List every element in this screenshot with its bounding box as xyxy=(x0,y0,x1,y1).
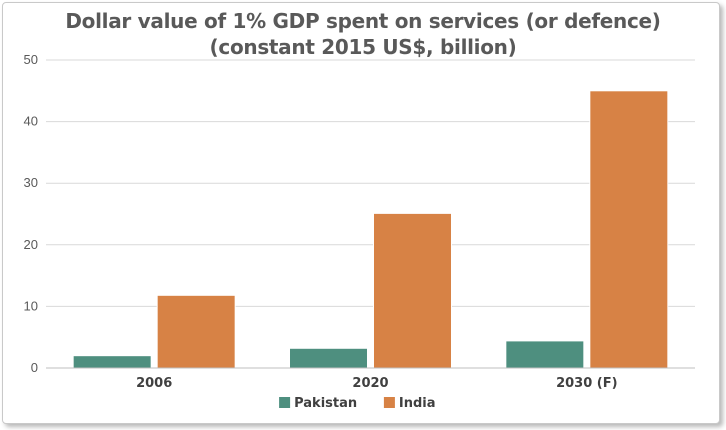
legend-swatch-pakistan xyxy=(279,397,291,408)
chart-title-line-2: (constant 2015 US$, billion) xyxy=(209,35,517,59)
legend-label-india: India xyxy=(399,396,436,411)
gridlines xyxy=(46,59,695,307)
bar-india-2006 xyxy=(156,294,236,369)
x-tick-label: 2030 (F) xyxy=(556,376,617,391)
legend: Pakistan India xyxy=(279,396,436,411)
legend-swatch-india xyxy=(383,397,395,408)
bar-pakistan-2020 xyxy=(289,347,368,369)
bar-pakistan-2030f xyxy=(505,340,585,369)
chart-title: Dollar value of 1% GDP spent on services… xyxy=(0,8,726,60)
y-axis: 0 10 20 30 40 50 xyxy=(24,52,38,375)
y-tick-label: 40 xyxy=(24,114,38,129)
bar-india-2020 xyxy=(373,212,452,369)
legend-label-pakistan: Pakistan xyxy=(294,396,357,411)
y-tick-label: 30 xyxy=(24,175,38,190)
x-tick-label: 2020 xyxy=(352,376,388,391)
y-tick-label: 0 xyxy=(31,360,38,375)
bar-india-2030f xyxy=(589,90,669,369)
x-tick-label: 2006 xyxy=(136,376,172,391)
bars xyxy=(72,90,669,369)
y-tick-label: 20 xyxy=(24,237,38,252)
y-tick-label: 10 xyxy=(24,298,38,313)
bar-pakistan-2006 xyxy=(72,355,152,369)
chart-title-line-1: Dollar value of 1% GDP spent on services… xyxy=(65,9,661,33)
y-tick-label: 50 xyxy=(24,52,38,67)
x-axis: 2006 2020 2030 (F) xyxy=(46,367,695,391)
